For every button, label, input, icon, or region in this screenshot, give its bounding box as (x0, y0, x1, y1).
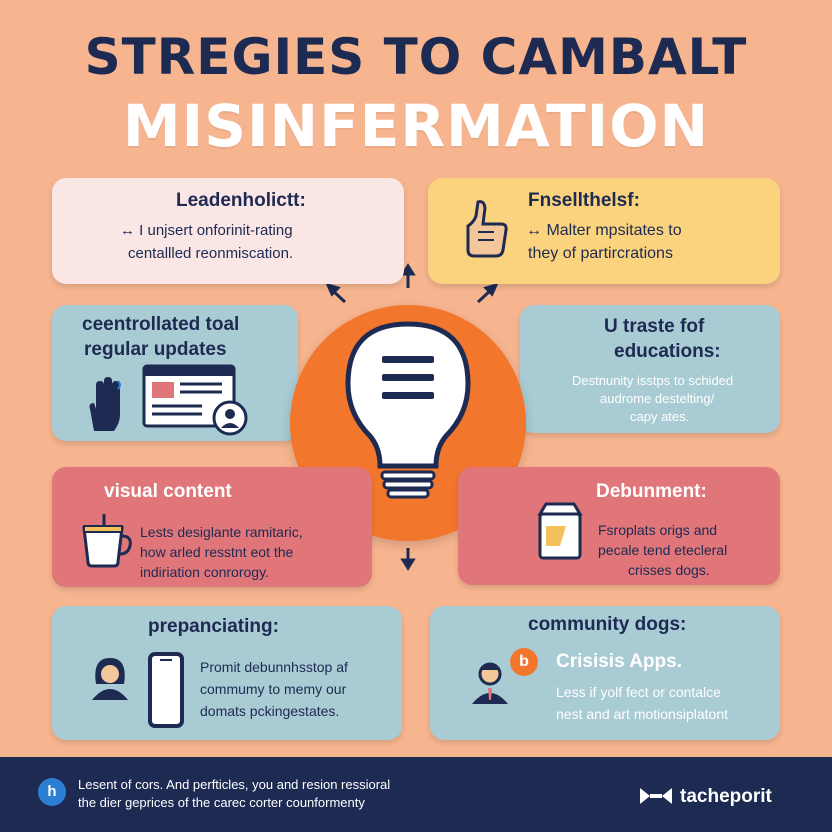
card-leadership-line1: ↔ I unjsert onforinit-rating (120, 222, 293, 239)
card-leadership-title: Leadenholictt: (176, 190, 306, 211)
card-visual-content-line3: indiriation conrorogy. (140, 564, 269, 580)
coffee-cup-icon (82, 514, 132, 568)
card-preparing-line3: domats pckingestates. (200, 703, 340, 719)
hand-icon (89, 377, 121, 431)
bulb-icon (345, 321, 471, 499)
card-debunment-line2: pecale tend etecleral (598, 542, 728, 558)
card-debunment-line1: Fsroplats origs and (598, 522, 718, 538)
card-debunment-title: Debunment: (596, 481, 707, 502)
card-preparing-line1: Promit debunnhsstop af (200, 659, 348, 675)
card-regular-updates-title2: regular updates (84, 339, 227, 360)
footer-badge-icon: h (38, 778, 66, 806)
card-debunment (458, 467, 780, 585)
card-education-line3: capy ates. (630, 409, 690, 424)
footer-bar (0, 757, 832, 832)
browser-window-icon (142, 364, 236, 428)
card-debunment-line3: crisses dogs. (628, 562, 710, 578)
chat-badge-icon: b (510, 648, 538, 676)
card-visual-content-line1: Lests desiglante ramitaric, (140, 524, 303, 540)
phone-icon (148, 652, 184, 728)
card-fnsell-line2: they of partircrations (528, 245, 673, 262)
card-education (520, 305, 780, 433)
card-education-title1: U traste fof (604, 316, 705, 337)
card-visual-content-title: visual content (104, 481, 232, 502)
title-line-2: MISINFERMATION (122, 92, 710, 160)
card-community-dogs-line2: nest and art motionsiplatont (556, 706, 728, 722)
card-education-line2: audrome destelting/ (600, 391, 715, 406)
card-visual-content-line2: how arled resstnt eot the (140, 544, 294, 560)
title-line-1: STREGIES TO CAMBALT (84, 28, 748, 86)
thumbs-up-icon (466, 200, 508, 258)
brand-name: tacheporit (680, 786, 772, 807)
card-community-dogs-subtitle: Crisisis Apps. (556, 651, 683, 672)
card-education-title2: educations: (614, 341, 721, 362)
footer-text: Lesent of cors. And perfticles, you and … (78, 776, 390, 811)
person-icon (92, 658, 128, 700)
document-box-icon (537, 502, 583, 560)
footer-line-1: Lesent of cors. And perfticles, you and … (78, 777, 391, 792)
card-community-dogs-title: community dogs: (528, 614, 687, 635)
card-regular-updates-title1: ceentrollated toal (82, 314, 240, 335)
card-leadership-line2: centallled reonmiscation. (128, 245, 294, 262)
user-icon (212, 400, 248, 436)
logo-icon (640, 788, 672, 804)
card-fnsell-line1: ↔ Malter mpsitates to (526, 222, 682, 239)
card-education-line1: Destnunity isstps to schided (572, 373, 734, 388)
footer-line-2: the dier geprices of the carec corter co… (78, 794, 365, 810)
card-leadership (52, 178, 404, 284)
card-fnsell-title: Fnsellthelsf: (528, 190, 640, 211)
card-preparing-line2: commumy to memy our (200, 681, 347, 697)
card-preparing-title: prepanciating: (148, 616, 279, 637)
businessman-icon (472, 662, 508, 704)
card-community-dogs-line1: Less if yolf fect or contalce (556, 684, 721, 700)
